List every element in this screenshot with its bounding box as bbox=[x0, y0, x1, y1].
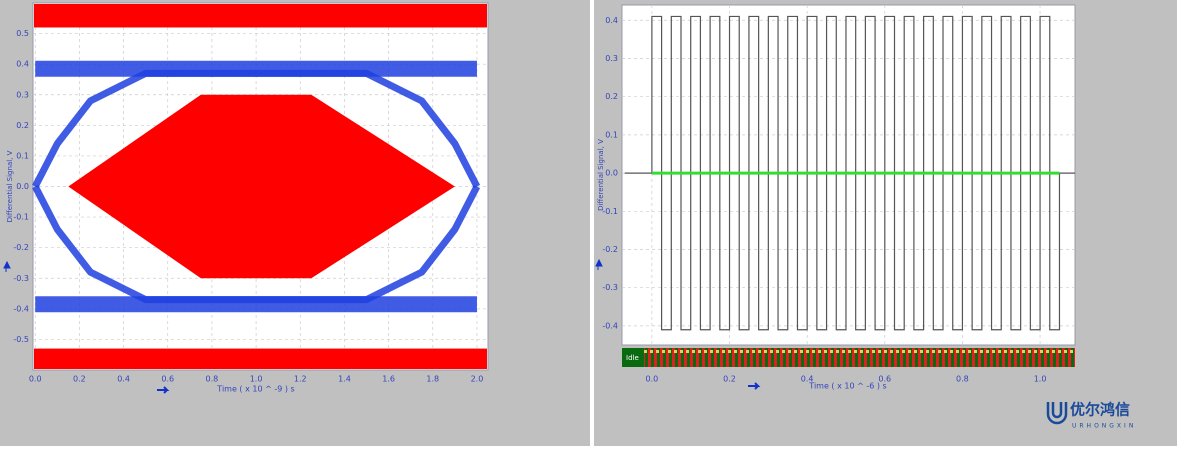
eye-trace bbox=[32, 69, 481, 189]
y-tick-label: -0.4 bbox=[13, 304, 29, 313]
decode-bar bbox=[622, 348, 1075, 367]
eye-trace bbox=[32, 184, 481, 304]
decode-label: Idle bbox=[626, 354, 639, 362]
logo-icon bbox=[1046, 402, 1068, 425]
x-tick-label: 0.8 bbox=[206, 375, 219, 384]
logo-text: 优尔鸿信 bbox=[1070, 401, 1130, 419]
x-axis-label: Time ( x 10 ^ -9 ) s bbox=[216, 385, 294, 394]
y-tick-label: -0.1 bbox=[13, 213, 29, 222]
x-tick-label: 0.0 bbox=[29, 375, 42, 384]
x-tick-label: 1.4 bbox=[338, 375, 351, 384]
plot-area bbox=[621, 4, 1076, 346]
y-tick-label: -0.3 bbox=[13, 274, 29, 283]
arrow-icon bbox=[3, 260, 11, 272]
y-tick-label: -0.1 bbox=[602, 207, 618, 216]
x-tick-label: 0.2 bbox=[723, 375, 736, 384]
y-tick-label: 0.4 bbox=[16, 60, 29, 69]
y-tick-label: 0.3 bbox=[16, 90, 29, 99]
arrow-icon bbox=[157, 386, 170, 394]
x-tick-label: 1.0 bbox=[1034, 375, 1047, 384]
logo-subtext: URHONGXIN bbox=[1072, 423, 1136, 430]
y-tick-label: 0.2 bbox=[16, 121, 29, 130]
mask-band bbox=[34, 4, 487, 28]
y-tick-label: -0.3 bbox=[602, 283, 618, 292]
y-tick-label: 0.1 bbox=[16, 151, 29, 160]
y-tick-label: 0.5 bbox=[16, 29, 29, 38]
y-tick-label: -0.2 bbox=[13, 243, 29, 252]
y-axis-label: Differential Signal, V bbox=[597, 139, 605, 211]
y-tick-label: 0.3 bbox=[605, 54, 618, 63]
decode-idle bbox=[622, 348, 644, 367]
y-tick-label: 0.1 bbox=[605, 130, 618, 139]
x-axis-label: Time ( x 10 ^ -6 ) s bbox=[808, 382, 886, 391]
y-tick-label: 0.0 bbox=[605, 169, 618, 178]
y-tick-label: 0.4 bbox=[605, 16, 618, 25]
y-tick-label: -0.2 bbox=[602, 245, 618, 254]
y-tick-label: -0.5 bbox=[13, 335, 29, 344]
x-tick-label: 2.0 bbox=[471, 375, 484, 384]
x-tick-label: 0.0 bbox=[646, 375, 659, 384]
x-tick-label: 0.4 bbox=[801, 375, 814, 384]
x-tick-label: 1.2 bbox=[294, 375, 307, 384]
arrow-icon bbox=[748, 382, 761, 390]
y-tick-label: -0.4 bbox=[602, 321, 618, 330]
x-tick-label: 0.2 bbox=[73, 375, 86, 384]
x-tick-label: 1.6 bbox=[382, 375, 395, 384]
arrow-icon bbox=[595, 258, 603, 270]
y-axis-label: Differential Signal, V bbox=[6, 150, 14, 222]
x-tick-label: 0.6 bbox=[878, 375, 891, 384]
eye-mask bbox=[68, 94, 455, 279]
x-tick-label: 1.0 bbox=[250, 375, 263, 384]
mask-band bbox=[34, 348, 487, 369]
y-tick-label: 0.2 bbox=[605, 92, 618, 101]
y-tick-label: 0.0 bbox=[16, 182, 29, 191]
x-tick-label: 0.6 bbox=[161, 375, 174, 384]
x-tick-label: 0.8 bbox=[956, 375, 969, 384]
x-tick-label: 0.4 bbox=[117, 375, 130, 384]
x-tick-label: 1.8 bbox=[426, 375, 439, 384]
